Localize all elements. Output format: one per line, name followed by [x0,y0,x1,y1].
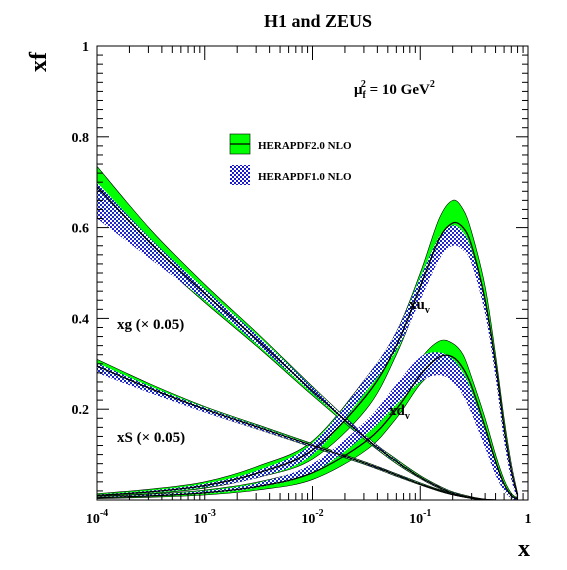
x-tick-label: 10-1 [409,508,431,527]
x-tick-label: 10-2 [301,508,323,527]
legend-label-herapdf20: HERAPDF2.0 NLO [258,140,352,152]
scale-label: μf2 = 10 GeV2 [354,79,435,101]
series-label-xuv-sub: v [425,305,430,316]
band-herapdf10-xd_v [97,352,518,500]
scale-label-unit-sup: 2 [430,79,435,90]
scale-label-prefix: μ [354,82,363,98]
y-tick-labels: 0.2 0.4 0.6 0.8 1 [72,40,90,418]
legend-swatch-herapdf10 [230,165,250,185]
x-tick-base: 10 [301,512,315,527]
x-axis-label: x [518,536,530,562]
x-tick-exp: -3 [208,508,216,519]
chart-title: H1 and ZEUS [264,11,372,31]
x-tick-base: 10 [409,512,423,527]
series-label-xg: xg (× 0.05) [117,317,184,333]
line-central-xd_v [97,354,518,500]
y-tick-label: 0.2 [72,403,90,418]
y-tick-label: 0.4 [72,312,90,327]
x-tick-base: 10 [86,512,100,527]
x-tick-base: 10 [194,512,208,527]
legend-label-herapdf10: HERAPDF1.0 NLO [258,171,352,183]
y-tick-label: 0.8 [72,131,90,146]
plot-area [97,165,519,500]
series-label-xuv-main: xu [409,297,425,313]
series-label-xdv: xdv [389,403,410,422]
x-tick-label: 10-4 [86,508,108,527]
line-central-xu_v [97,221,519,497]
band-herapdf20-xg [97,165,496,500]
x-tick-base: 1 [525,512,532,527]
y-tick-label: 1 [82,40,89,55]
x-tick-labels: 10-4 10-3 10-2 10-1 1 [86,508,532,527]
scale-label-sup: 2 [361,79,366,90]
x-tick-exp: -2 [315,508,323,519]
axis-ticks [96,45,529,501]
y-tick-label: 0.6 [72,222,90,237]
scale-label-suffix: = 10 GeV [366,82,430,98]
x-tick-exp: -1 [423,508,431,519]
scale-label-sub: f [363,90,367,101]
y-axis-label: xf [26,51,52,72]
x-tick-exp: -4 [100,508,108,519]
series-label-xdv-main: xd [389,403,406,419]
series-label-xuv: xuv [409,297,430,316]
x-tick-label: 10-3 [194,508,216,527]
series-label-xdv-sub: v [405,411,410,422]
series-label-xs: xS (× 0.05) [117,430,185,446]
x-tick-label: 1 [525,512,532,527]
legend: HERAPDF2.0 NLO HERAPDF1.0 NLO [229,133,352,185]
